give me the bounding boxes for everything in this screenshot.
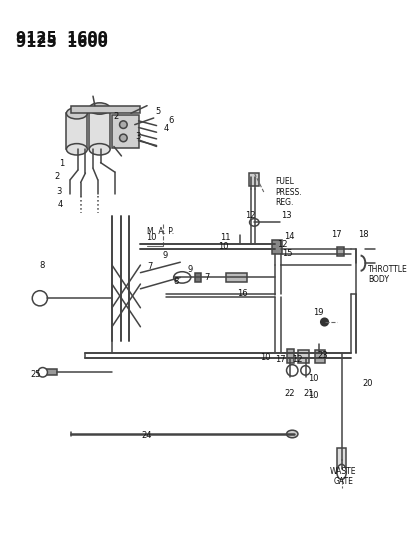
- Bar: [272, 240, 282, 254]
- Ellipse shape: [89, 103, 110, 114]
- Text: 10: 10: [308, 375, 319, 383]
- Ellipse shape: [89, 143, 110, 155]
- Text: 9: 9: [187, 265, 192, 274]
- Circle shape: [120, 134, 127, 142]
- Text: 9125  1600: 9125 1600: [16, 31, 107, 46]
- Text: 11: 11: [221, 233, 231, 242]
- Text: FUEL
PRESS.
REG.: FUEL PRESS. REG.: [275, 177, 302, 207]
- Text: 14: 14: [284, 232, 295, 241]
- Text: 2: 2: [54, 172, 60, 181]
- Text: 10: 10: [147, 233, 157, 242]
- Bar: [298, 351, 309, 363]
- Text: 8: 8: [39, 261, 44, 270]
- Bar: [226, 273, 247, 282]
- Text: 16: 16: [237, 289, 247, 298]
- Circle shape: [120, 121, 127, 128]
- Bar: [67, 113, 87, 149]
- Text: 19: 19: [313, 308, 323, 317]
- Ellipse shape: [173, 272, 191, 283]
- Text: 23: 23: [317, 351, 328, 360]
- Text: 13: 13: [281, 211, 292, 220]
- Text: 22: 22: [284, 389, 295, 398]
- Circle shape: [321, 318, 328, 326]
- Text: 3: 3: [135, 133, 140, 141]
- Ellipse shape: [337, 464, 346, 480]
- Text: 17: 17: [275, 354, 286, 364]
- Bar: [112, 115, 139, 148]
- Text: 9: 9: [162, 251, 168, 260]
- Text: 10: 10: [261, 353, 271, 361]
- Circle shape: [301, 366, 310, 375]
- Text: M. A. P.: M. A. P.: [147, 228, 174, 236]
- Text: 12: 12: [245, 211, 256, 220]
- Bar: [194, 273, 201, 282]
- Text: 21: 21: [303, 389, 314, 398]
- Text: 7: 7: [204, 273, 210, 282]
- Text: 6: 6: [168, 116, 173, 125]
- Bar: [286, 349, 294, 363]
- Text: THROTTLE
BODY: THROTTLE BODY: [368, 265, 408, 284]
- Bar: [71, 106, 141, 113]
- Text: 5: 5: [156, 107, 161, 116]
- Text: 4: 4: [164, 124, 169, 133]
- Text: 20: 20: [362, 379, 372, 388]
- Ellipse shape: [249, 219, 259, 226]
- Bar: [337, 448, 346, 469]
- Text: WASTE
GATE: WASTE GATE: [330, 467, 357, 487]
- Text: 1: 1: [59, 159, 64, 168]
- Text: 15: 15: [282, 249, 293, 258]
- Circle shape: [38, 368, 47, 377]
- Bar: [249, 173, 259, 187]
- Text: 3: 3: [56, 187, 62, 196]
- Text: 12: 12: [277, 240, 288, 249]
- Text: 10: 10: [308, 391, 319, 400]
- Text: 10: 10: [218, 241, 228, 251]
- Bar: [315, 351, 325, 363]
- Text: 24: 24: [142, 431, 152, 440]
- Bar: [337, 247, 344, 256]
- Text: 7: 7: [147, 262, 152, 271]
- Circle shape: [32, 290, 47, 306]
- Text: 9125  1600: 9125 1600: [16, 35, 108, 50]
- Text: 25: 25: [31, 370, 42, 379]
- Circle shape: [286, 365, 298, 376]
- Ellipse shape: [67, 143, 87, 155]
- Text: 12: 12: [292, 354, 302, 364]
- Ellipse shape: [67, 108, 87, 119]
- Text: 17: 17: [332, 230, 342, 239]
- Text: 8: 8: [174, 277, 179, 286]
- Bar: [46, 369, 57, 375]
- Text: 4: 4: [58, 200, 63, 209]
- Bar: [89, 109, 110, 149]
- Text: 18: 18: [358, 230, 369, 239]
- Text: 2: 2: [113, 111, 118, 120]
- Ellipse shape: [286, 430, 298, 438]
